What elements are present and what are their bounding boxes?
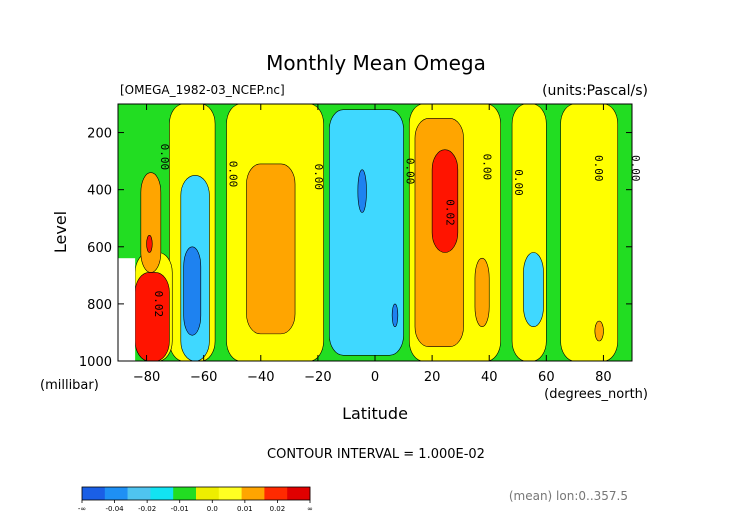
y-tick-label-600: 600 <box>87 241 112 256</box>
contour-region-negative-strong-17 <box>357 169 367 213</box>
y-tick-label-400: 400 <box>87 184 112 199</box>
contour-region-masked-20 <box>118 258 136 361</box>
contour-region-negative-weak-19 <box>523 252 544 328</box>
contour-region-negative-weak-16 <box>329 109 404 356</box>
contour-label-8: 0.02 <box>443 199 456 226</box>
colorbar-swatch-8 <box>264 487 288 500</box>
colorbar-label-1: -0.04 <box>106 505 125 513</box>
contour-region-negative-strong-18 <box>391 303 399 328</box>
contour-region-negative-strong-15 <box>183 246 202 336</box>
footer-note: (mean) lon:0..357.5 <box>509 489 628 503</box>
colorbar-swatch-9 <box>287 487 311 500</box>
y-tick-label-200: 200 <box>87 127 112 142</box>
x-tick-label-40: 40 <box>481 370 498 385</box>
colorbar: -∞ -0.04 -0.02 -0.01 0.0 0.01 0.02 ∞ <box>78 486 313 513</box>
contour-interval-label: CONTOUR INTERVAL = 1.000E-02 <box>267 447 485 462</box>
colorbar-swatch-3 <box>150 487 174 500</box>
contour-label-0: 0.00 <box>158 144 171 171</box>
contour-region-positive-mid-2 <box>246 163 296 335</box>
contour-label-4: 0.00 <box>481 154 494 181</box>
y-axis-unit: (millibar) <box>40 378 99 393</box>
contour-label-2: 0.00 <box>312 164 325 191</box>
colorbar-swatch-0 <box>82 487 106 500</box>
contour-label-9: 0.02 <box>152 291 165 318</box>
x-tick-label-80: 80 <box>595 370 612 385</box>
x-tick-label-0: 0 <box>371 370 379 385</box>
contour-region-positive-mid-10 <box>474 257 490 328</box>
contour-label-1: 0.00 <box>226 161 239 188</box>
colorbar-swatch-5 <box>196 487 220 500</box>
y-axis-label: Level <box>51 211 70 253</box>
contour-region-positive-weak-12 <box>560 103 619 362</box>
contour-region-positive-mid-13 <box>594 320 604 342</box>
colorbar-label-4: 0.0 <box>207 505 218 513</box>
colorbar-label-7: ∞ <box>307 505 313 513</box>
colorbar-swatch-7 <box>241 487 265 500</box>
x-tick-label--40: −40 <box>247 370 274 385</box>
colorbar-label-6: 0.02 <box>270 505 286 513</box>
contour-label-5: 0.00 <box>512 169 525 196</box>
colorbar-label-2: -0.02 <box>138 505 156 513</box>
contour-label-7: 0.00 <box>629 155 642 182</box>
colorbar-swatch-4 <box>173 487 197 500</box>
contour-label-3: 0.00 <box>403 158 416 185</box>
colorbar-label-3: -0.01 <box>171 505 189 513</box>
x-tick-label--80: −80 <box>133 370 160 385</box>
x-axis-label: Latitude <box>342 404 408 423</box>
contour-label-6: 0.00 <box>592 155 605 182</box>
colorbar-swatch-1 <box>104 487 128 500</box>
units-label: (units:Pascal/s) <box>542 83 648 99</box>
contour-region-positive-strong-9 <box>431 149 459 253</box>
colorbar-label-5: 0.01 <box>237 505 253 513</box>
contour-region-positive-mid-4 <box>140 172 162 273</box>
colorbar-swatch-6 <box>218 487 242 500</box>
colorbar-swatch-2 <box>127 487 151 500</box>
source-file-label: [OMEGA_1982-03_NCEP.nc] <box>120 83 285 97</box>
x-tick-label-60: 60 <box>538 370 555 385</box>
y-tick-label-800: 800 <box>87 298 112 313</box>
x-tick-label--60: −60 <box>190 370 217 385</box>
colorbar-label-0: -∞ <box>78 505 86 513</box>
contour-region-positive-strong-5 <box>146 235 153 253</box>
y-tick-label-1000: 1000 <box>79 355 112 370</box>
x-tick-label-20: 20 <box>424 370 441 385</box>
x-axis-unit: (degrees_north) <box>544 387 648 402</box>
chart-title: Monthly Mean Omega <box>266 51 486 75</box>
x-tick-label--20: −20 <box>304 370 331 385</box>
plot-area: 0.00 0.00 0.00 0.00 0.00 0.00 0.00 0.00 0.02 0.02… <box>79 103 642 385</box>
colorbar-frame <box>81 486 311 501</box>
